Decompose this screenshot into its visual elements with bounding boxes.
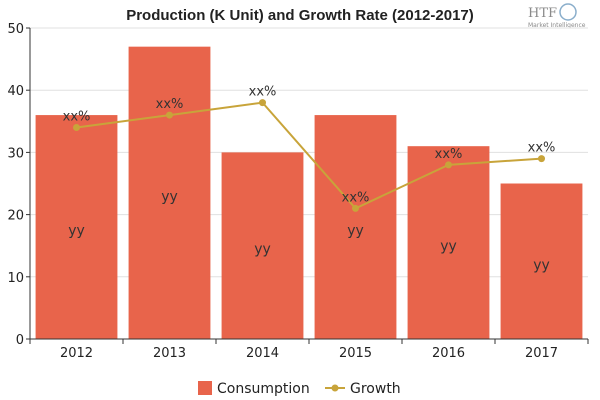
x-axis: 2012 2013 2014 2015 2016 2017 <box>29 338 589 361</box>
y-axis: 0 10 20 30 40 50 <box>7 22 31 348</box>
y-tick-label: 0 <box>16 333 24 348</box>
x-tick-label: 2016 <box>432 346 465 361</box>
growth-point <box>259 99 266 107</box>
legend-label-growth: Growth <box>350 381 401 397</box>
growth-series-line <box>76 101 542 210</box>
growth-point <box>73 124 80 132</box>
growth-point-label: xx% <box>63 110 91 125</box>
x-tick-label: 2012 <box>60 346 93 361</box>
legend-label-consumption: Consumption <box>217 381 310 397</box>
growth-point <box>445 161 452 169</box>
growth-point <box>538 155 545 163</box>
logo: HTF Market Intelligence <box>528 3 586 29</box>
x-tick-label: 2013 <box>153 346 186 361</box>
growth-point-label: xx% <box>249 85 277 100</box>
logo-text: HTF <box>528 6 557 21</box>
growth-point-label: xx% <box>435 147 463 162</box>
bar-consumption <box>314 115 397 339</box>
globe-icon <box>559 3 577 21</box>
bar-label: yy <box>533 257 550 273</box>
y-tick-label: 50 <box>7 22 24 37</box>
data-labels: yy yy yy yy yy yy xx% xx% xx% xx% xx% xx% <box>63 85 556 274</box>
growth-point-label: xx% <box>156 97 184 112</box>
y-tick-label: 30 <box>7 146 24 161</box>
growth-point-label: xx% <box>342 190 370 205</box>
legend-swatch-consumption <box>198 381 212 395</box>
growth-point <box>166 111 173 119</box>
bar-label: yy <box>440 239 457 255</box>
y-tick-label: 20 <box>7 209 24 224</box>
legend: Consumption Growth <box>198 381 401 397</box>
y-tick-label: 10 <box>7 271 24 286</box>
growth-point <box>352 204 359 212</box>
bar-consumption <box>221 152 304 339</box>
bar-consumption <box>500 183 583 339</box>
bar-label: yy <box>254 242 271 258</box>
bar-consumption <box>128 46 211 339</box>
chart-title: Production (K Unit) and Growth Rate (201… <box>126 7 474 24</box>
bar-label: yy <box>161 189 178 205</box>
legend-marker-growth <box>331 384 339 392</box>
bar-consumption <box>35 115 118 339</box>
x-tick-label: 2014 <box>246 346 279 361</box>
bar-label: yy <box>68 223 85 239</box>
logo-subtitle: Market Intelligence <box>528 22 586 29</box>
growth-line <box>73 99 545 212</box>
growth-point-label: xx% <box>528 141 556 156</box>
y-tick-label: 40 <box>7 84 24 99</box>
bars <box>35 46 583 339</box>
bar-label: yy <box>347 223 364 239</box>
x-tick-label: 2015 <box>339 346 372 361</box>
x-tick-label: 2017 <box>525 346 558 361</box>
